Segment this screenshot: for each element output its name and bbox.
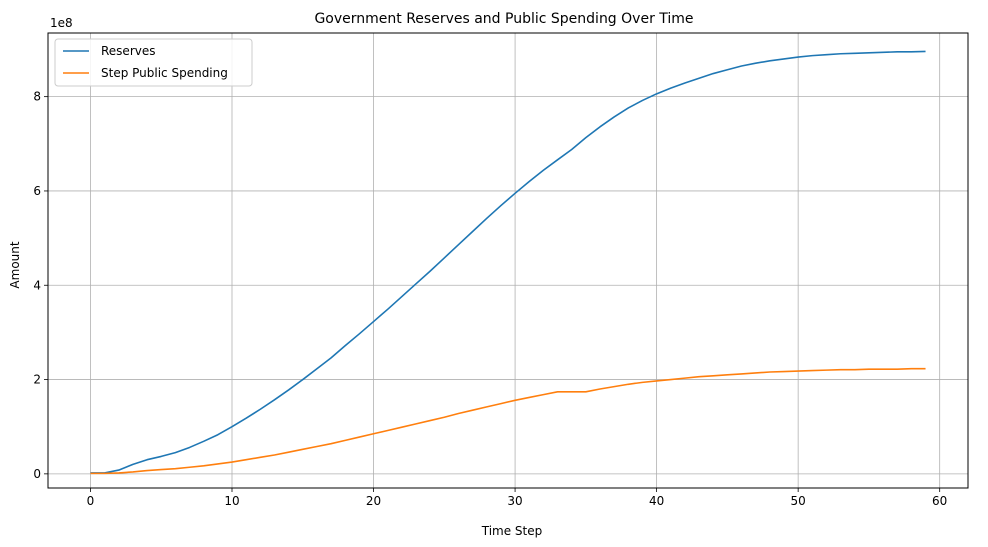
- chart-title: Government Reserves and Public Spending …: [314, 11, 693, 27]
- legend-label: Step Public Spending: [101, 66, 228, 80]
- y-tick-label: 2: [33, 373, 41, 387]
- y-tick-label: 6: [33, 184, 41, 198]
- y-tick-label: 8: [33, 90, 41, 104]
- series-line-reserves: [90, 50, 926, 474]
- plot-area-frame: [47, 32, 969, 489]
- x-tick-label: 40: [649, 494, 664, 508]
- legend-label: Reserves: [101, 44, 156, 58]
- x-tick-label: 0: [87, 494, 95, 508]
- x-tick-label: 30: [507, 494, 522, 508]
- y-tick-label: 4: [33, 278, 41, 292]
- x-tick-label: 60: [932, 494, 947, 508]
- axis-ticks: 0 10 20 30 40 50 60 0 2 4 6 8: [33, 90, 947, 508]
- legend: Reserves Step Public Spending: [54, 38, 253, 87]
- x-tick-label: 10: [224, 494, 239, 508]
- series-line-step-public-spending: [90, 367, 926, 475]
- y-tick-label: 0: [33, 467, 41, 481]
- y-axis-multiplier: 1e8: [50, 16, 73, 30]
- legend-box: [54, 38, 253, 87]
- x-tick-label: 20: [366, 494, 381, 508]
- y-axis-label: Amount: [8, 241, 22, 288]
- grid: [48, 33, 968, 488]
- series-lines: [90, 50, 926, 475]
- x-axis-label: Time Step: [481, 524, 543, 538]
- x-tick-label: 50: [791, 494, 806, 508]
